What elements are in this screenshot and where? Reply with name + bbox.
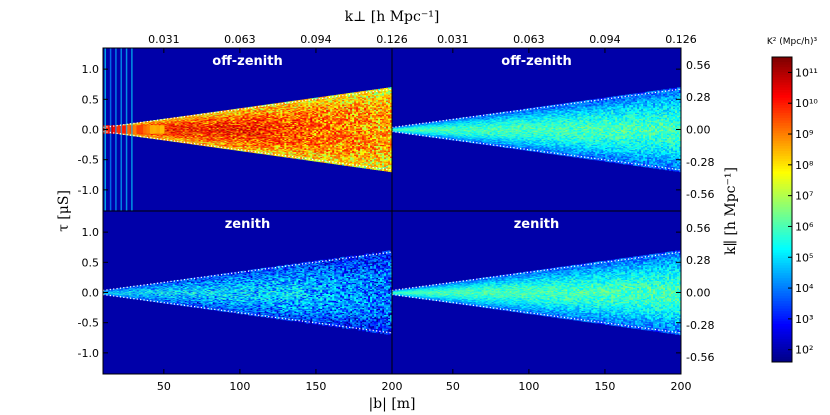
heatmap-panel-0: [103, 48, 392, 211]
heatmap-cell: [155, 120, 157, 121]
